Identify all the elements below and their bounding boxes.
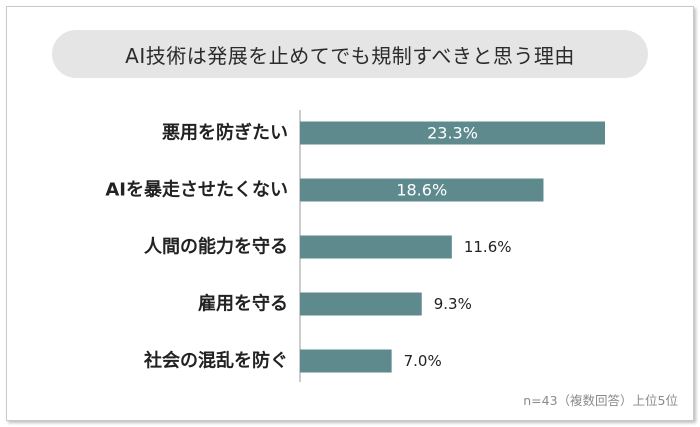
chart-title: AI技術は発展を止めてでも規制すべきと思う理由 xyxy=(52,30,648,78)
category-label: 悪用を防ぎたい xyxy=(162,122,288,144)
value-label: 11.6% xyxy=(464,238,512,256)
bar xyxy=(300,235,452,259)
category-label: 雇用を守る xyxy=(198,293,288,315)
sample-note: n=43（複数回答）上位5位 xyxy=(523,393,678,408)
bar xyxy=(300,178,544,202)
bar xyxy=(300,349,392,373)
bar xyxy=(300,292,422,316)
value-label: 18.6% xyxy=(396,181,447,200)
category-label: AIを暴走させたくない xyxy=(105,180,288,201)
value-label: 9.3% xyxy=(434,295,472,313)
value-label: 7.0% xyxy=(404,352,442,370)
category-label: 人間の能力を守る xyxy=(144,236,288,258)
bar xyxy=(300,121,605,145)
value-label: 23.3% xyxy=(427,124,478,143)
category-label: 社会の混乱を防ぐ xyxy=(144,350,288,372)
